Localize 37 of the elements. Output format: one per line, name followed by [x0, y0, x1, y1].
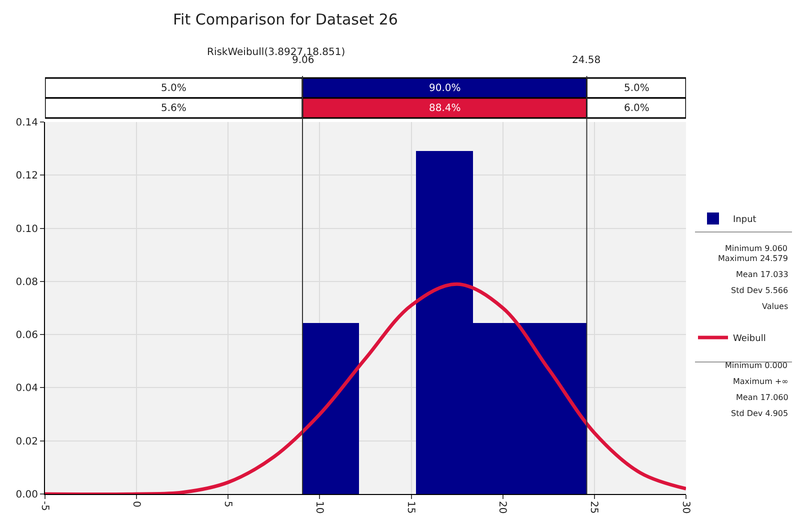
legend-label: Input	[733, 215, 757, 226]
y-tick-label: 0.08	[16, 276, 38, 288]
text: 5.6%	[161, 103, 186, 114]
y-tick-label: 0.00	[16, 490, 38, 500]
text: Minimum 0.000	[725, 361, 788, 370]
x-tick-label: 10	[313, 501, 324, 514]
y-tick-label: 0.12	[16, 170, 38, 182]
x-tick-label: 0	[130, 501, 142, 508]
text: 5.0%	[624, 83, 650, 94]
text: Maximum +∞	[733, 377, 788, 386]
y-tick-label: 0.14	[16, 118, 38, 128]
y-tick-label: 0.10	[16, 224, 38, 235]
text: Mean 17.033	[736, 270, 788, 279]
x-tick-label: 5	[222, 501, 233, 508]
chart-title: Fit Comparison for Dataset 26	[173, 10, 398, 28]
y-tick-label: 0.06	[16, 330, 38, 342]
text: Maximum 24.579	[718, 254, 788, 263]
legend-label: Weibull	[733, 334, 766, 344]
ref-line-label: 24.58	[572, 55, 601, 66]
text: Std Dev 4.905	[731, 409, 788, 418]
x-tick-label: 15	[405, 501, 416, 514]
ref-line-label: 9.06	[292, 55, 314, 66]
text: 88.4%	[429, 103, 461, 114]
x-tick-label: 30	[680, 501, 691, 514]
text: Std Dev 5.566	[731, 286, 788, 295]
text: 6.0%	[624, 103, 650, 114]
x-tick-label: 20	[496, 501, 508, 514]
text: Values	[762, 302, 788, 311]
text: Mean 17.060	[736, 393, 788, 402]
text: 5.0%	[161, 83, 186, 94]
chart-subtitle: RiskWeibull(3.8927,18.851)	[207, 47, 346, 58]
text: Minimum 9.060	[725, 244, 788, 253]
y-tick-label: 0.02	[16, 436, 38, 448]
x-tick-label: -5	[38, 501, 50, 511]
x-tick-label: 25	[588, 501, 600, 514]
y-tick-label: 0.04	[16, 383, 38, 394]
text: 90.0%	[429, 83, 461, 94]
